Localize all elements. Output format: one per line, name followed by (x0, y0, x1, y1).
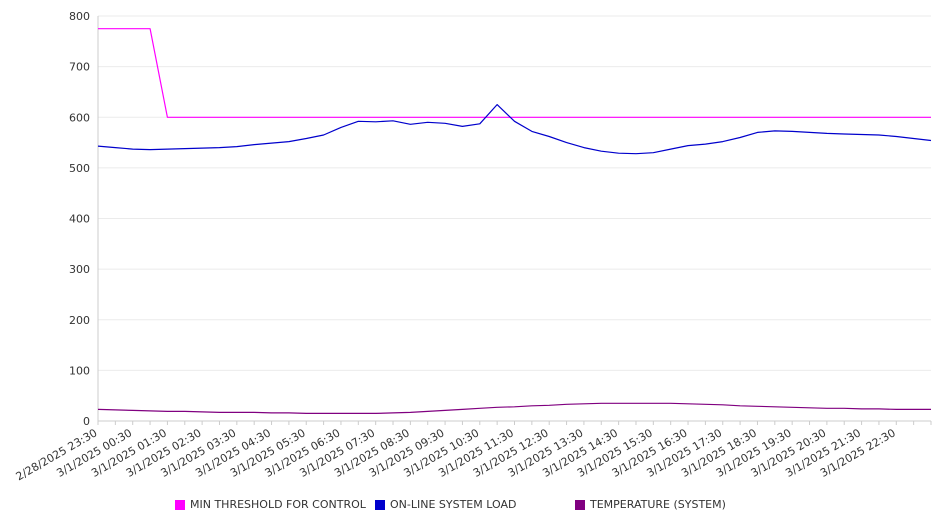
y-tick-label-200: 200 (69, 314, 90, 327)
y-tick-label-700: 700 (69, 61, 90, 74)
y-tick-label-400: 400 (69, 213, 90, 226)
legend: MIN THRESHOLD FOR CONTROL ON-LINE SYSTEM… (0, 498, 946, 516)
y-tick-label-0: 0 (83, 415, 90, 428)
y-tick-label-600: 600 (69, 111, 90, 124)
series-line-1 (97, 103, 932, 155)
legend-label-temperature: TEMPERATURE (SYSTEM) (590, 498, 726, 511)
legend-item-min-threshold: MIN THRESHOLD FOR CONTROL (175, 498, 366, 511)
grid-lines (98, 15, 931, 371)
x-tick-labels: 2/28/2025 23:303/1/2025 00:303/1/2025 01… (14, 426, 898, 483)
y-tick-label-300: 300 (69, 263, 90, 276)
legend-swatch-system-load (375, 499, 385, 510)
legend-item-temperature: TEMPERATURE (SYSTEM) (575, 498, 726, 511)
legend-label-min-threshold: MIN THRESHOLD FOR CONTROL (190, 498, 366, 511)
y-tick-label-100: 100 (69, 364, 90, 377)
legend-item-system-load: ON-LINE SYSTEM LOAD (375, 498, 516, 511)
legend-label-system-load: ON-LINE SYSTEM LOAD (390, 498, 517, 511)
legend-swatch-min-threshold (175, 499, 185, 510)
series-line-2 (97, 402, 931, 414)
series-lines (97, 28, 932, 414)
series-line-0 (98, 28, 931, 118)
y-tick-label-500: 500 (69, 162, 90, 175)
y-tick-label-800: 800 (69, 10, 90, 23)
y-tick-labels: 0 100 200 300 400 500 600 700 800 (69, 10, 90, 428)
axes (97, 16, 932, 425)
legend-swatch-temperature (575, 499, 585, 510)
